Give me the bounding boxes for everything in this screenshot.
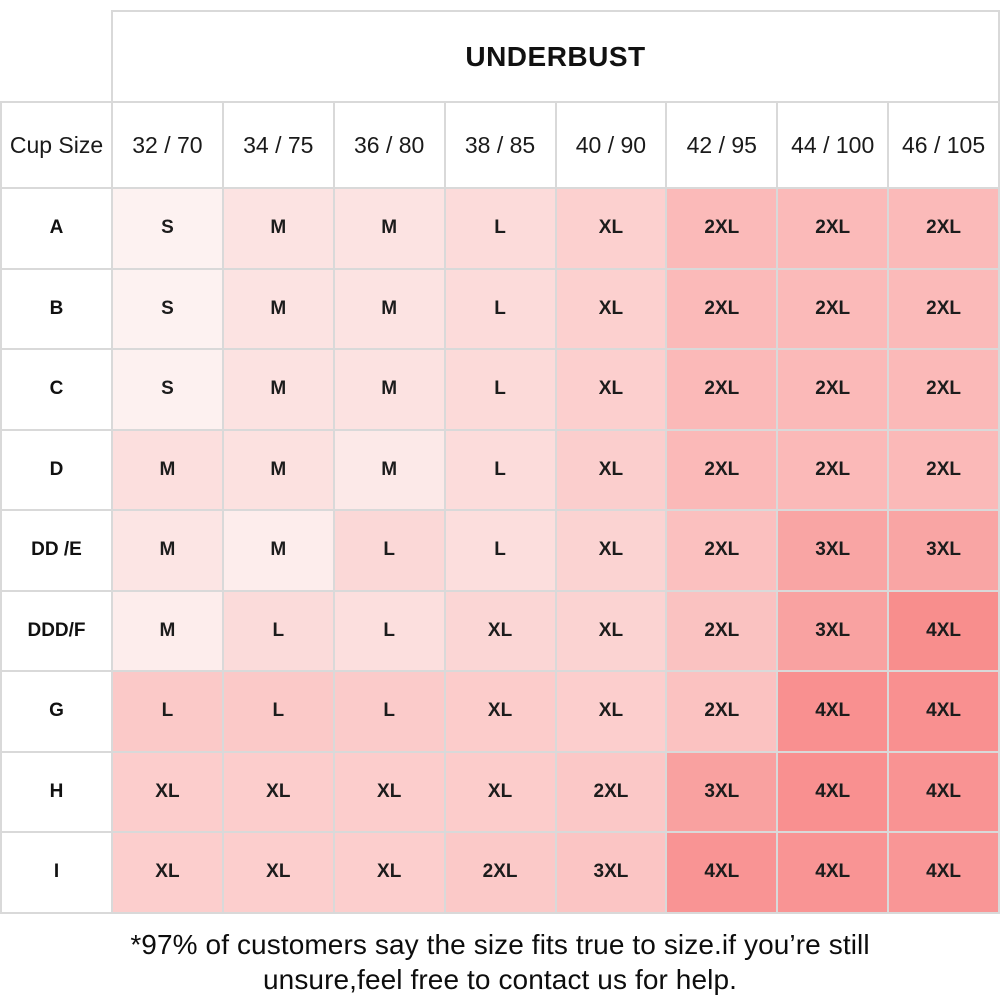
size-cell: 3XL bbox=[889, 511, 998, 590]
size-cell: 4XL bbox=[889, 672, 998, 751]
size-cell: 4XL bbox=[889, 833, 998, 912]
size-cell: XL bbox=[556, 511, 666, 590]
size-cell: L bbox=[445, 189, 555, 268]
col-header: 46 / 105 bbox=[889, 103, 998, 187]
col-header: 38 / 85 bbox=[445, 103, 555, 187]
size-cell: M bbox=[334, 189, 444, 268]
footnote: *97% of customers say the size fits true… bbox=[0, 927, 1000, 997]
size-cell: 3XL bbox=[667, 752, 777, 831]
size-cell: XL bbox=[334, 833, 444, 912]
size-cell: L bbox=[113, 672, 222, 751]
size-cell: 3XL bbox=[778, 591, 888, 670]
col-header: 34 / 75 bbox=[223, 103, 333, 187]
size-cell: 2XL bbox=[667, 430, 777, 509]
size-cell: 2XL bbox=[556, 752, 666, 831]
size-cell: XL bbox=[556, 350, 666, 429]
size-cell: 4XL bbox=[889, 591, 998, 670]
size-cell: L bbox=[223, 591, 333, 670]
size-cell: L bbox=[445, 430, 555, 509]
size-cell: XL bbox=[223, 833, 333, 912]
size-cell: L bbox=[445, 511, 555, 590]
size-cell: 2XL bbox=[778, 430, 888, 509]
size-cell: 2XL bbox=[667, 511, 777, 590]
cup-size-label: B bbox=[2, 269, 111, 348]
size-cell: 2XL bbox=[667, 591, 777, 670]
size-cell: XL bbox=[556, 430, 666, 509]
cup-size-label: H bbox=[2, 752, 111, 831]
size-cell: XL bbox=[556, 269, 666, 348]
cup-size-label: C bbox=[2, 350, 111, 429]
size-cell: M bbox=[223, 350, 333, 429]
size-cell: XL bbox=[113, 833, 222, 912]
size-cell: M bbox=[334, 430, 444, 509]
size-cell: L bbox=[223, 672, 333, 751]
size-cell: 2XL bbox=[445, 833, 555, 912]
size-cell: XL bbox=[556, 189, 666, 268]
size-cell: 4XL bbox=[778, 752, 888, 831]
size-cell: M bbox=[113, 511, 222, 590]
size-cell: XL bbox=[556, 591, 666, 670]
size-cell: L bbox=[445, 269, 555, 348]
cup-size-label: DD /E bbox=[2, 511, 111, 590]
col-header: 42 / 95 bbox=[667, 103, 777, 187]
cup-size-label: DDD/F bbox=[2, 591, 111, 670]
col-header: 40 / 90 bbox=[556, 103, 666, 187]
size-cell: M bbox=[223, 189, 333, 268]
size-cell: S bbox=[113, 189, 222, 268]
size-cell: 4XL bbox=[889, 752, 998, 831]
size-cell: 2XL bbox=[778, 189, 888, 268]
col-header: 44 / 100 bbox=[778, 103, 888, 187]
size-cell: M bbox=[113, 591, 222, 670]
size-cell: 2XL bbox=[667, 350, 777, 429]
cup-size-label: I bbox=[2, 833, 111, 912]
size-cell: 2XL bbox=[667, 189, 777, 268]
size-cell: 4XL bbox=[778, 833, 888, 912]
size-cell: XL bbox=[334, 752, 444, 831]
size-cell: 3XL bbox=[778, 511, 888, 590]
size-cell: 4XL bbox=[667, 833, 777, 912]
top-left-spacer bbox=[0, 10, 111, 101]
size-cell: 2XL bbox=[778, 350, 888, 429]
size-cell: M bbox=[334, 350, 444, 429]
size-cell: XL bbox=[556, 672, 666, 751]
size-cell: L bbox=[334, 591, 444, 670]
size-cell: S bbox=[113, 350, 222, 429]
cup-size-label: G bbox=[2, 672, 111, 751]
underbust-header: UNDERBUST bbox=[111, 10, 1000, 101]
cup-size-label: D bbox=[2, 430, 111, 509]
size-cell: XL bbox=[445, 591, 555, 670]
size-cell: 4XL bbox=[778, 672, 888, 751]
col-header: 32 / 70 bbox=[113, 103, 222, 187]
size-cell: 2XL bbox=[889, 430, 998, 509]
size-cell: 3XL bbox=[556, 833, 666, 912]
size-cell: 2XL bbox=[667, 269, 777, 348]
size-cell: 2XL bbox=[889, 350, 998, 429]
size-cell: 2XL bbox=[778, 269, 888, 348]
size-cell: M bbox=[334, 269, 444, 348]
size-cell: M bbox=[223, 430, 333, 509]
size-cell: S bbox=[113, 269, 222, 348]
col-header: 36 / 80 bbox=[334, 103, 444, 187]
size-cell: L bbox=[334, 672, 444, 751]
corner-label: Cup Size bbox=[2, 103, 111, 187]
size-cell: XL bbox=[445, 672, 555, 751]
size-cell: 2XL bbox=[667, 672, 777, 751]
size-cell: M bbox=[223, 269, 333, 348]
size-cell: 2XL bbox=[889, 189, 998, 268]
size-cell: M bbox=[223, 511, 333, 590]
size-cell: XL bbox=[445, 752, 555, 831]
size-cell: XL bbox=[113, 752, 222, 831]
footnote-line-2: unsure,feel free to contact us for help. bbox=[262, 963, 738, 995]
size-cell: L bbox=[445, 350, 555, 429]
footnote-line-1: *97% of customers say the size fits true… bbox=[130, 928, 870, 960]
size-grid: Cup Size 32 / 70 34 / 75 36 / 80 38 / 85 40 /… bbox=[0, 101, 1000, 914]
underbust-band-row: UNDERBUST bbox=[0, 0, 1000, 101]
size-cell: 2XL bbox=[889, 269, 998, 348]
size-cell: L bbox=[334, 511, 444, 590]
cup-size-label: A bbox=[2, 189, 111, 268]
size-cell: M bbox=[113, 430, 222, 509]
size-cell: XL bbox=[223, 752, 333, 831]
